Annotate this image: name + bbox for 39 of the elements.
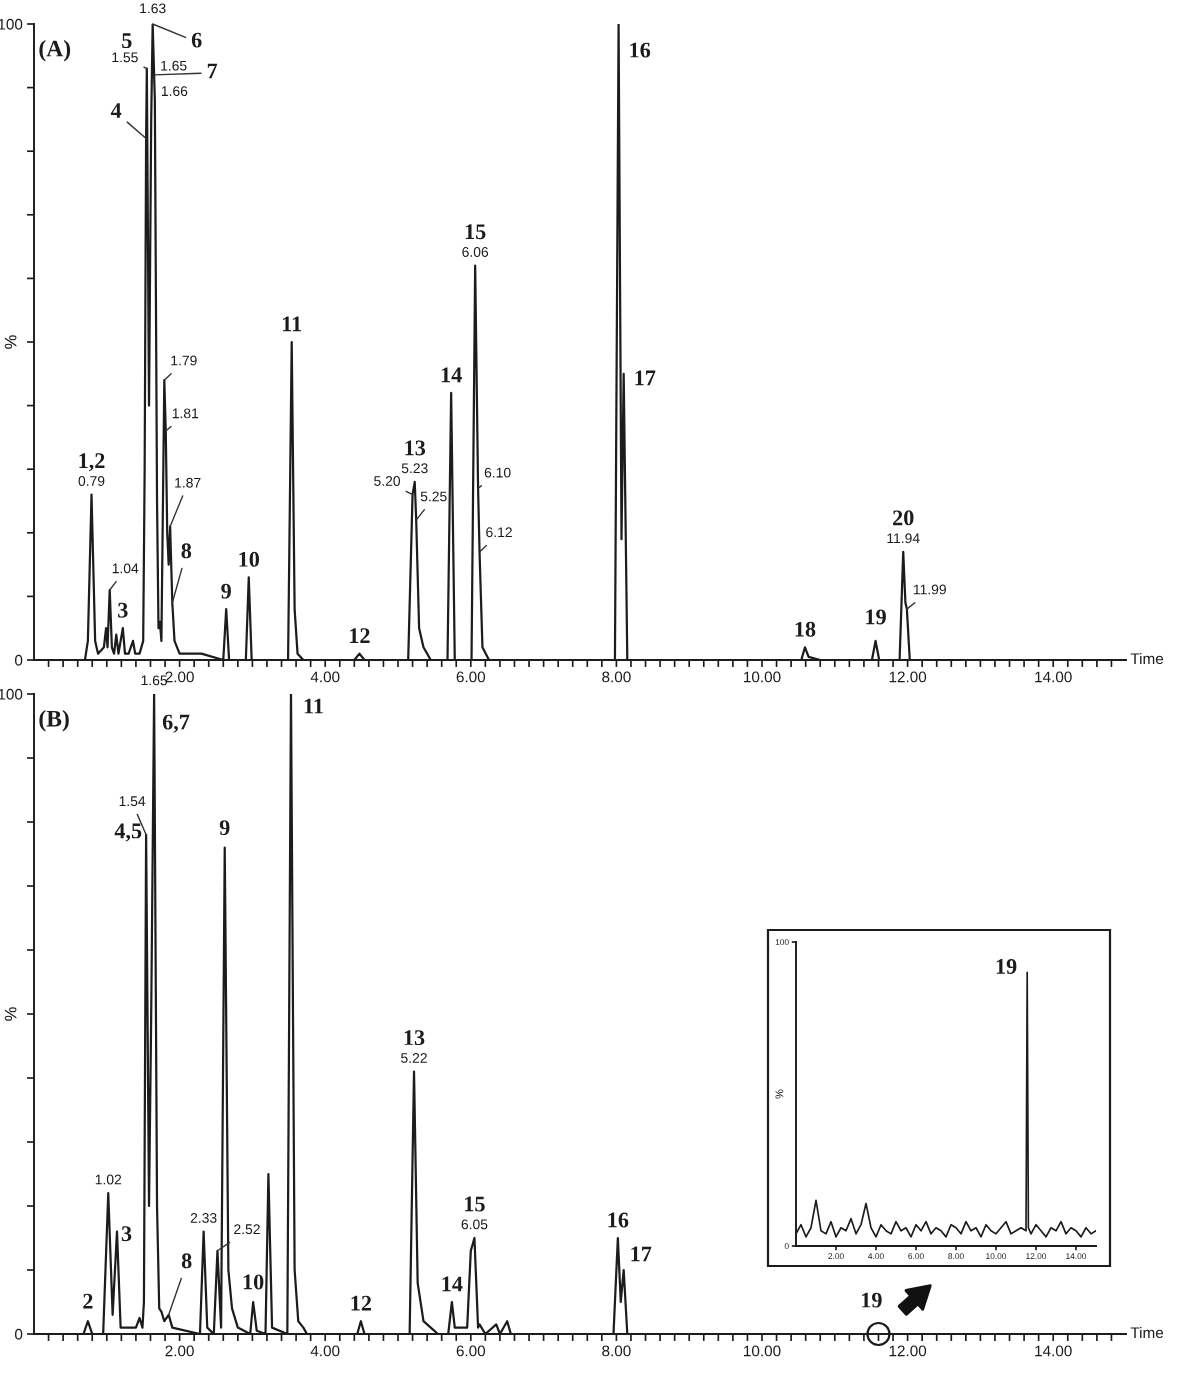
annotation: 15: [465, 1196, 485, 1212]
annotation: 18: [795, 621, 816, 637]
annotation: 2: [83, 1293, 93, 1309]
annotation: 19: [866, 609, 886, 625]
annotation: 10: [243, 1274, 264, 1290]
annotation: 7: [207, 63, 218, 79]
annotation: 8: [181, 543, 192, 559]
annotation: 11: [304, 698, 323, 714]
annotation: 4: [110, 103, 122, 118]
annotation: 6: [191, 32, 202, 48]
annotation: 20: [893, 510, 914, 526]
annotation: 14: [442, 1276, 463, 1292]
annotation: 3: [118, 602, 128, 618]
annotation: 11: [282, 316, 302, 332]
annotation: 16: [630, 42, 651, 58]
y-axis-title: %: [4, 1007, 17, 1021]
text: (B): [39, 710, 69, 732]
annotation: 4,5: [114, 823, 142, 842]
annotation: 19: [996, 959, 1017, 974]
annotation: 19: [862, 1292, 882, 1308]
annotation: 8: [181, 1253, 192, 1269]
annotation: 5: [122, 33, 132, 49]
annotation: 15: [465, 224, 486, 240]
y-axis-title: %: [4, 335, 17, 349]
annotation: 12: [351, 1295, 372, 1311]
annotation: 16: [608, 1212, 629, 1228]
annotation: 10: [239, 551, 260, 567]
annotation: 14: [441, 367, 462, 383]
annotation: 17: [631, 1246, 652, 1262]
annotation: 13: [405, 440, 426, 456]
annotation: 17: [635, 370, 656, 386]
text: (A): [39, 39, 71, 62]
annotation: 9: [221, 583, 231, 599]
annotation: 12: [350, 628, 370, 643]
annotation: 1,2: [79, 453, 105, 472]
annotation: 9: [219, 820, 230, 836]
annotation: 3: [121, 1226, 132, 1242]
annotation: 6,7: [162, 714, 190, 733]
annotation: 13: [404, 1030, 425, 1046]
